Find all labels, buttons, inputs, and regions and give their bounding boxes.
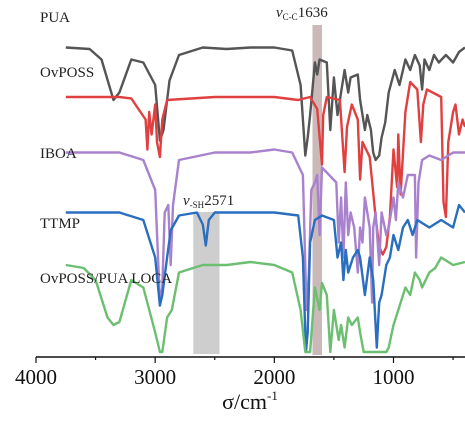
spectra-traces — [65, 46, 465, 354]
vsh-annotation-symbol: v — [183, 193, 190, 209]
series-line-pua — [65, 46, 465, 162]
x-axis-unit: /cm — [234, 389, 267, 414]
series-label-pua: PUA — [40, 10, 70, 26]
vsh-annotation: v-SH2571 — [183, 193, 234, 210]
x-tick-label: 2000 — [253, 365, 295, 389]
vsh-annotation-value: 2571 — [204, 193, 234, 209]
series-label-iboa: IBOA — [40, 146, 77, 162]
vcc-annotation-value: 1636 — [298, 5, 329, 21]
vcc-annotation: vC-C1636 — [276, 5, 328, 22]
series-line-iboa — [65, 148, 465, 312]
vcc-annotation-symbol: v — [276, 5, 283, 21]
series-label-ovposs-pua-loca: OvPOSS/PUA LOCA — [40, 271, 172, 287]
series-label-ttmp: TTMP — [40, 216, 80, 232]
x-tick-label: 4000 — [15, 365, 57, 389]
x-axis-exponent: -1 — [267, 388, 278, 403]
series-line-ovposs — [65, 80, 465, 256]
vsh-annotation-sub: -SH — [190, 200, 205, 210]
series-line-ovposs-pua-loca — [65, 256, 465, 354]
series-line-ttmp — [65, 203, 465, 354]
x-axis-label: σ/cm-1 — [222, 388, 278, 414]
series-label-ovposs: OvPOSS — [40, 65, 94, 81]
x-axis-symbol: σ — [222, 389, 234, 414]
x-tick-label: 3000 — [134, 365, 176, 389]
vcc-annotation-sub: C-C — [283, 12, 298, 22]
x-tick-label: 1000 — [373, 365, 415, 389]
x-axis-ticks — [35, 357, 454, 363]
